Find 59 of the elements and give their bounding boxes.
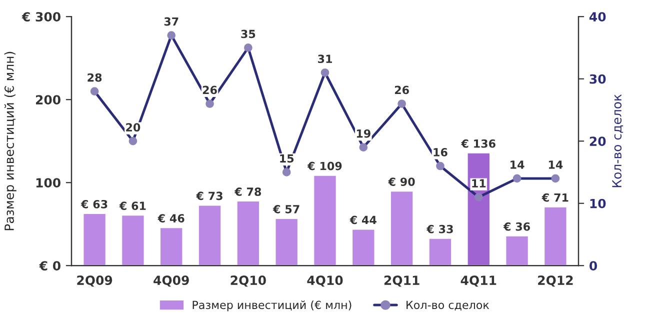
x-tick-label: 2Q09 bbox=[77, 276, 112, 287]
data-label: 26 bbox=[202, 86, 217, 94]
data-label: € 71 bbox=[542, 193, 568, 202]
legend-label: Кол-во сделок bbox=[406, 300, 490, 310]
data-label: 16 bbox=[434, 148, 448, 156]
bar bbox=[428, 238, 452, 266]
data-label: 11 bbox=[472, 179, 486, 188]
y-tick-label: € 300 bbox=[22, 12, 60, 22]
data-label: € 90 bbox=[388, 178, 415, 186]
y2-tick-label: 20 bbox=[590, 136, 606, 146]
x-tick-label: 4Q10 bbox=[307, 276, 343, 287]
bar bbox=[312, 174, 338, 266]
bar bbox=[504, 235, 530, 266]
data-label: 14 bbox=[510, 160, 524, 169]
data-label: 26 bbox=[394, 86, 409, 94]
data-label: € 33 bbox=[426, 224, 453, 234]
data-label: 37 bbox=[164, 17, 178, 26]
data-label: € 44 bbox=[350, 216, 376, 224]
data-label: € 63 bbox=[80, 200, 108, 208]
data-label: 15 bbox=[280, 154, 294, 163]
data-label: 35 bbox=[241, 30, 256, 38]
y-tick-label: 100 bbox=[36, 178, 60, 188]
data-label: 28 bbox=[88, 73, 102, 82]
x-tick-label: 2Q11 bbox=[384, 276, 420, 287]
bar bbox=[351, 228, 376, 266]
data-label: 14 bbox=[548, 160, 563, 169]
data-label: € 36 bbox=[503, 222, 530, 231]
bar bbox=[466, 152, 491, 266]
y2-tick-label: 0 bbox=[590, 261, 598, 271]
bar bbox=[82, 212, 107, 266]
data-label: € 73 bbox=[196, 192, 222, 200]
data-label: € 78 bbox=[234, 188, 262, 196]
y-axis-title: Размер инвестиций (€ млн) bbox=[4, 52, 16, 230]
x-tick-label: 2Q12 bbox=[538, 276, 573, 287]
y2-tick-label: 40 bbox=[589, 12, 606, 22]
x-tick-label: 4Q11 bbox=[460, 276, 496, 287]
data-label: 20 bbox=[126, 123, 140, 132]
bar bbox=[120, 214, 146, 266]
data-label: € 136 bbox=[461, 139, 496, 148]
data-label: € 109 bbox=[307, 162, 342, 170]
bar bbox=[159, 226, 184, 266]
data-label: 31 bbox=[318, 54, 332, 64]
bar bbox=[390, 190, 414, 266]
data-label: € 61 bbox=[119, 202, 146, 210]
bar bbox=[274, 218, 299, 266]
data-label: € 46 bbox=[158, 214, 184, 222]
bar bbox=[236, 200, 260, 266]
data-label: € 57 bbox=[272, 204, 300, 214]
x-tick-label: 4Q09 bbox=[154, 276, 189, 287]
y-tick-label: 200 bbox=[36, 95, 60, 105]
x-tick-label: 2Q10 bbox=[230, 276, 266, 287]
data-label: 19 bbox=[356, 129, 370, 138]
y2-axis-title: Кол-во сделок bbox=[612, 94, 624, 188]
legend-label: Размер инвестиций (€ млн) bbox=[192, 300, 352, 312]
y2-tick-label: 30 bbox=[590, 74, 606, 84]
bar bbox=[198, 204, 222, 266]
y-tick-label: € 0 bbox=[39, 261, 60, 271]
bar bbox=[543, 206, 568, 266]
y2-tick-label: 10 bbox=[590, 198, 606, 208]
